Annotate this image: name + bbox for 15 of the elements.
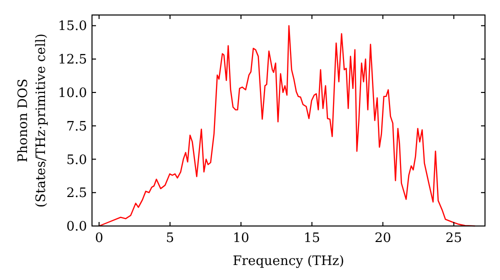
y-tick-label: 15.0	[58, 19, 87, 34]
x-axis-title: Frequency (THz)	[232, 254, 344, 269]
y-tick-label: 10.0	[58, 86, 87, 102]
x-tick-label: 10	[232, 231, 250, 246]
y-tick-label: 7.5	[66, 119, 87, 134]
x-tick-label: 25	[446, 231, 462, 246]
y-axis-title: Phonon DOS (States/THz·primitive cell)	[16, 33, 49, 208]
x-tick-label: 5	[166, 231, 174, 246]
x-tick-label: 15	[304, 231, 320, 246]
y-tick-label: 12.5	[58, 52, 87, 68]
y-tick-label: 5.0	[66, 152, 87, 168]
x-tick-label: 20	[374, 231, 392, 246]
x-tick-label: 0	[94, 231, 104, 246]
y-tick-label: 0.0	[66, 220, 87, 235]
y-tick-label: 2.5	[66, 186, 87, 202]
